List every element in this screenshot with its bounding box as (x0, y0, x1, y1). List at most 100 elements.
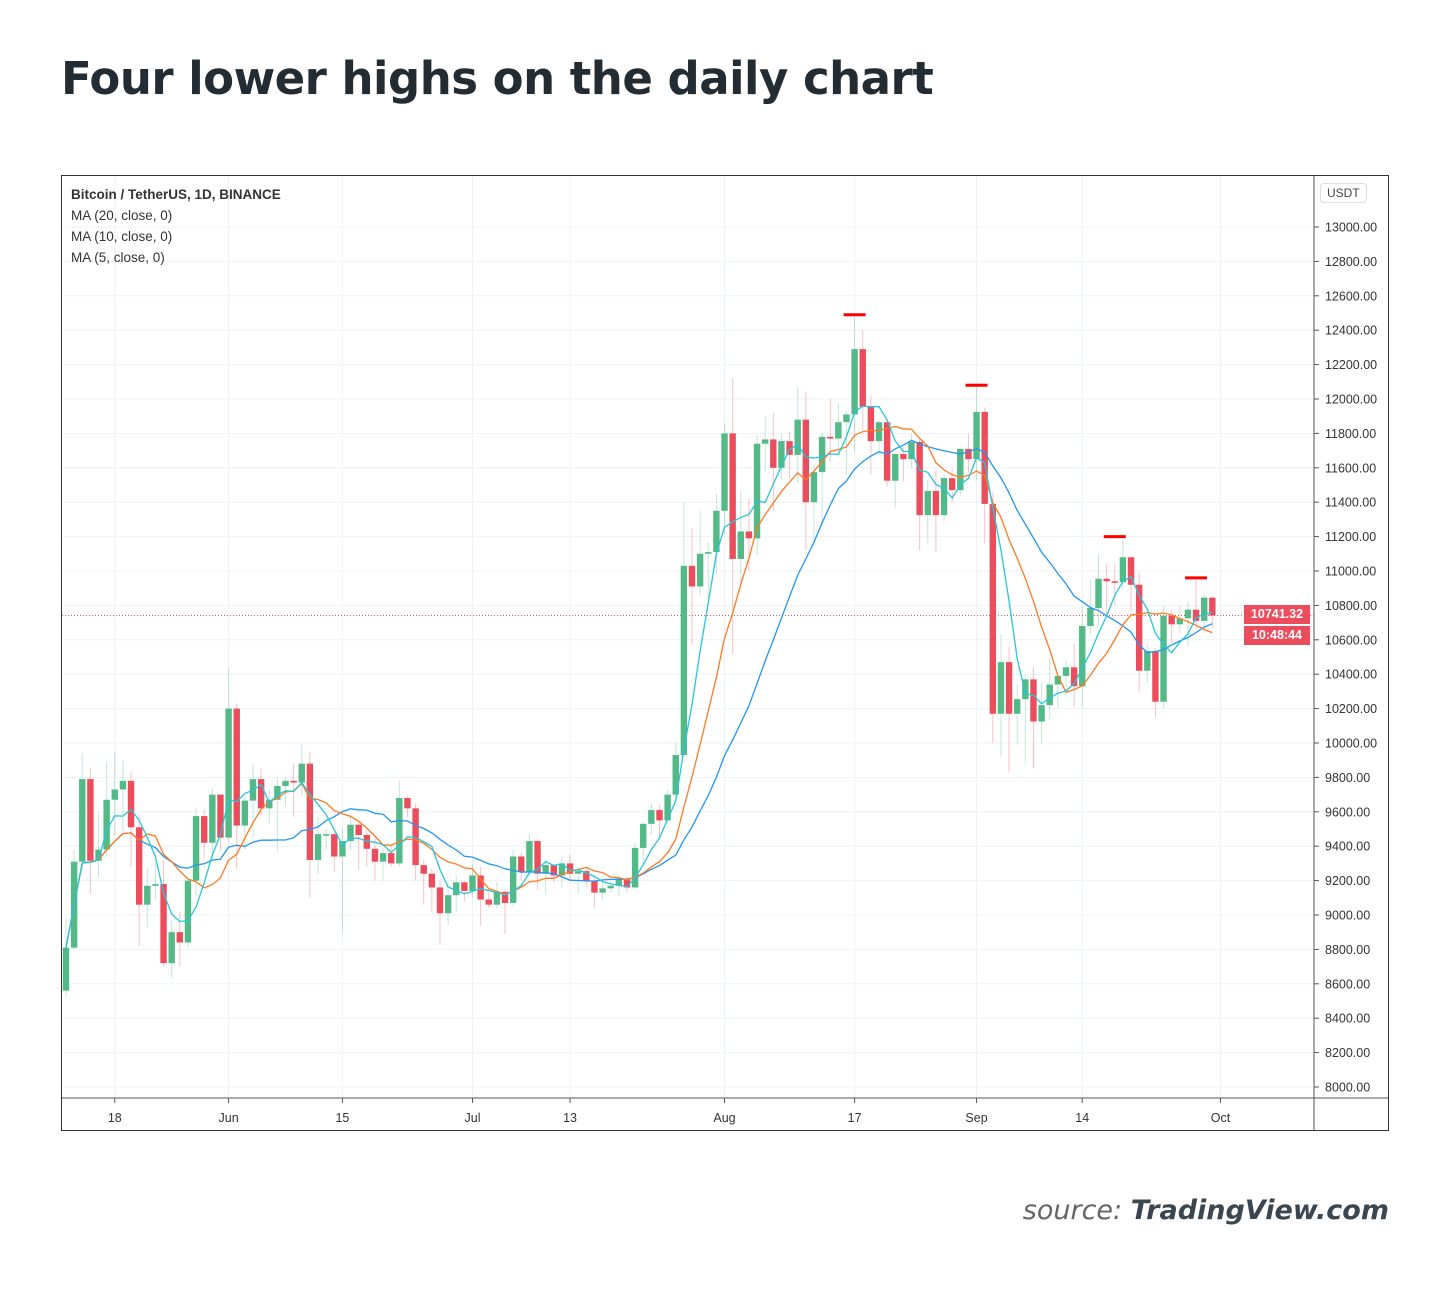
y-tick-label: 11200.00 (1325, 530, 1376, 544)
legend-ma5[interactable]: MA (5, close, 0) (71, 250, 165, 265)
bar-countdown-label: 10:48:44 (1244, 626, 1310, 646)
candle-down (1005, 662, 1013, 714)
candle-up (111, 789, 118, 800)
candle-up (680, 565, 688, 756)
candle-down (1070, 667, 1078, 687)
candle-up (1144, 650, 1151, 671)
y-tick-label: 9800.00 (1325, 771, 1370, 785)
candle-down (518, 856, 525, 872)
candle-down (932, 491, 940, 516)
candle-up (713, 510, 720, 553)
candle-down (534, 841, 541, 874)
candle-down (436, 887, 444, 914)
candle-down (1135, 584, 1143, 671)
candle-up (274, 786, 281, 800)
y-tick-label: 11600.00 (1325, 461, 1376, 475)
candle-up (1038, 705, 1045, 722)
candle-up (1062, 667, 1070, 676)
x-tick-label: Aug (713, 1111, 735, 1125)
x-tick-label: Oct (1211, 1111, 1231, 1125)
candle-up (843, 414, 850, 423)
candle-up (526, 841, 533, 872)
candle-up (103, 799, 110, 850)
candle-down (331, 834, 338, 857)
candle-down (217, 794, 224, 838)
candle-up (282, 780, 289, 786)
candle-up (509, 856, 517, 903)
candle-up (818, 436, 826, 473)
candle-down (201, 816, 208, 843)
candle-up (851, 349, 858, 415)
candle-up (640, 823, 647, 848)
y-tick-label: 10200.00 (1325, 702, 1377, 716)
candle-up (924, 491, 931, 516)
source-credit: source: TradingView.com (1023, 1195, 1389, 1226)
y-tick-label: 10600.00 (1325, 633, 1377, 647)
chart-frame[interactable]: 8000.00 8200.00 8400.00 8600.00 8800.00 9000.… (61, 175, 1389, 1131)
candle-down (900, 454, 907, 460)
y-tick-label: 9400.00 (1325, 840, 1370, 854)
candle-down (306, 763, 314, 860)
candle-up (1176, 618, 1184, 625)
currency-button[interactable]: USDT (1320, 183, 1367, 203)
candle-up (599, 888, 606, 893)
candle-up (672, 755, 679, 795)
candle-up (664, 794, 671, 821)
y-tick-label: 8000.00 (1325, 1081, 1370, 1095)
candle-up (266, 799, 273, 809)
candle-up (152, 884, 159, 886)
y-tick-label: 9600.00 (1325, 805, 1370, 819)
candle-up (810, 472, 818, 503)
legend-symbol[interactable]: Bitcoin / TetherUS, 1D, BINANCE (71, 187, 281, 202)
y-tick-label: 8600.00 (1325, 977, 1370, 991)
candle-up (997, 662, 1005, 714)
candle-down (948, 478, 956, 491)
candle-up (322, 834, 330, 836)
legend-ma10[interactable]: MA (10, close, 0) (71, 229, 173, 244)
candle-down (883, 422, 891, 481)
candle-up (761, 439, 769, 444)
candle-up (192, 816, 200, 881)
y-tick-label: 10000.00 (1325, 737, 1377, 751)
candle-up (119, 780, 127, 790)
y-tick-label: 9200.00 (1325, 874, 1370, 888)
legend-ma20[interactable]: MA (20, close, 0) (71, 208, 173, 223)
candle-down (867, 406, 875, 442)
candle-up (339, 841, 346, 857)
candle-up (469, 875, 476, 891)
candle-down (461, 882, 468, 891)
y-tick-label: 9000.00 (1325, 909, 1370, 923)
candle-up (298, 763, 305, 783)
candle-down (859, 349, 866, 407)
y-tick-label: 11800.00 (1325, 427, 1376, 441)
candle-down (233, 708, 240, 826)
candle-down (412, 808, 419, 866)
candle-down (1103, 578, 1110, 582)
x-tick-label: Sep (965, 1111, 987, 1125)
candle-down (127, 780, 135, 828)
candle-down (786, 441, 793, 455)
candle-up (973, 411, 980, 460)
candle-down (363, 835, 371, 849)
candle-up (794, 419, 801, 455)
candle-down (1209, 597, 1216, 616)
candle-up (558, 863, 566, 876)
y-tick-label: 10400.00 (1325, 668, 1377, 682)
candle-up (648, 810, 655, 824)
candle-up (574, 871, 582, 874)
candle-up (379, 853, 387, 862)
candle-down (1192, 609, 1200, 621)
candle-up (892, 454, 899, 481)
candle-up (1095, 578, 1102, 608)
candle-up (778, 441, 785, 468)
page-title: Four lower highs on the daily chart (61, 52, 934, 105)
candle-down (1168, 615, 1175, 625)
source-site: TradingView.com (1130, 1195, 1389, 1226)
candle-up (1087, 607, 1094, 627)
candlestick-chart[interactable]: 8000.00 8200.00 8400.00 8600.00 8800.00 9000.… (62, 176, 1388, 1130)
candle-down (827, 436, 834, 439)
candle-down (428, 873, 436, 888)
candle-down (388, 853, 395, 864)
candle-down (623, 878, 631, 888)
candle-down (729, 433, 736, 559)
